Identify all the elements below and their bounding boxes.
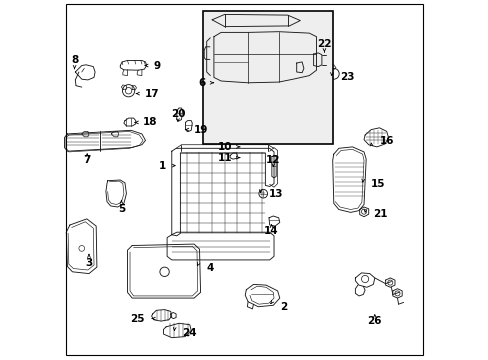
Text: 12: 12 bbox=[265, 155, 280, 165]
Text: 25: 25 bbox=[130, 314, 144, 324]
Text: 5: 5 bbox=[118, 204, 125, 214]
Text: 13: 13 bbox=[268, 189, 283, 199]
Text: 17: 17 bbox=[144, 89, 159, 99]
Text: 9: 9 bbox=[153, 60, 160, 71]
Text: 16: 16 bbox=[379, 136, 393, 146]
Text: 10: 10 bbox=[217, 142, 231, 152]
Text: 6: 6 bbox=[198, 78, 205, 88]
Text: 23: 23 bbox=[339, 72, 354, 82]
Text: 18: 18 bbox=[142, 117, 157, 127]
Text: 20: 20 bbox=[170, 109, 185, 120]
Bar bbox=[203, 11, 332, 144]
Text: 19: 19 bbox=[193, 125, 207, 135]
Text: 2: 2 bbox=[280, 302, 287, 312]
Text: 4: 4 bbox=[206, 263, 214, 273]
Text: 11: 11 bbox=[217, 153, 231, 163]
Text: 14: 14 bbox=[264, 226, 278, 236]
Text: 1: 1 bbox=[159, 161, 166, 171]
Text: 24: 24 bbox=[182, 328, 197, 338]
Text: 26: 26 bbox=[367, 316, 381, 326]
Text: 22: 22 bbox=[317, 39, 331, 49]
Text: 15: 15 bbox=[370, 179, 385, 189]
Text: 3: 3 bbox=[85, 258, 92, 268]
Text: 21: 21 bbox=[373, 209, 387, 219]
Text: 7: 7 bbox=[83, 155, 91, 165]
Text: 8: 8 bbox=[71, 55, 78, 66]
